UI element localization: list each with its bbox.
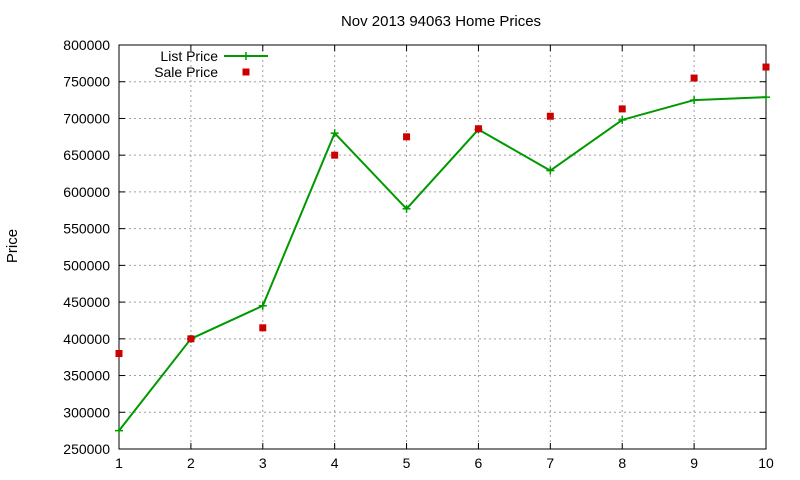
x-tick-label: 6 [475,455,483,471]
y-tick-label: 800000 [63,37,110,53]
x-tick-label: 4 [331,455,339,471]
series-1 [115,63,770,358]
grid-lines [119,45,766,449]
x-tick-label: 9 [690,455,698,471]
legend-label: Sale Price [154,64,218,80]
series-layer [115,63,770,435]
sale-price-point [618,105,626,113]
legend-marker-list-price [242,52,250,60]
list-price-point [258,301,267,310]
list-price-point [762,93,770,102]
y-tick-label: 250000 [63,441,110,457]
y-tick-label: 700000 [63,110,110,126]
y-axis-label: Price [4,229,21,263]
y-tick-label: 500000 [63,257,110,273]
y-tick-label: 650000 [63,147,110,163]
sale-price-point [762,63,770,71]
x-tick-label: 5 [403,455,411,471]
x-tick-label: 1 [115,455,123,471]
x-tick-label: 2 [187,455,195,471]
x-tick-label: 8 [618,455,626,471]
y-tick-label: 450000 [63,294,110,310]
y-tick-label: 600000 [63,184,110,200]
y-tick-label: 550000 [63,221,110,237]
axis-ticks: 250000 300000 350000 400000 450000 500000 5500… [63,37,774,471]
y-tick-label: 400000 [63,331,110,347]
y-tick-label: 750000 [63,74,110,90]
sale-price-point [331,151,339,159]
list-price-point [402,204,411,213]
list-price-point [618,115,627,124]
list-price-point [690,96,699,105]
legend-label: List Price [160,48,218,64]
x-tick-label: 3 [259,455,267,471]
x-tick-label: 7 [546,455,554,471]
plot-border [118,44,767,450]
list-price-point [115,426,123,435]
chart-title: Nov 2013 94063 Home Prices [341,13,541,30]
sale-price-point [403,133,411,141]
y-tick-label: 300000 [63,404,110,420]
series-0 [115,93,770,435]
x-tick-label: 10 [758,455,774,471]
y-tick-label: 350000 [63,368,110,384]
sale-price-point [690,74,698,82]
sale-price-point [259,324,267,332]
list-price-line [118,96,767,432]
list-price-point [330,129,339,138]
legend-marker-sale-price [242,68,250,76]
sale-price-point [474,125,482,133]
sale-price-point [115,350,123,358]
sale-price-point [546,112,554,120]
sale-price-point [187,335,195,343]
list-price-point [546,166,555,175]
